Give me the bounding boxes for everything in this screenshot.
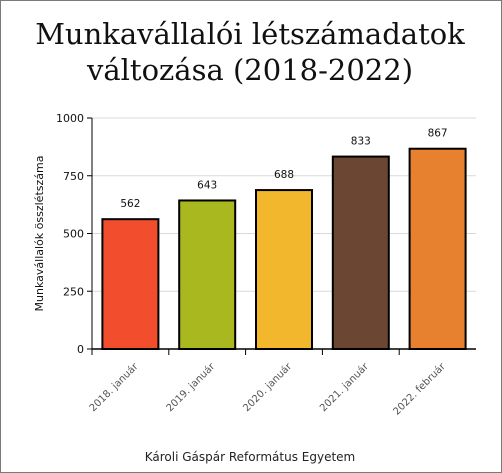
bar-0 (101, 218, 160, 350)
y-tick-label-3: 750 (63, 170, 84, 183)
x-tick-label-1: 2019. január (164, 360, 218, 414)
bar-4 (408, 147, 467, 350)
bar-value-label-1: 643 (197, 179, 217, 191)
bar-value-label-3: 833 (351, 136, 371, 148)
x-tick-label-4: 2022. február (391, 360, 449, 418)
x-tick-label-3: 2021. január (317, 360, 371, 414)
axes (87, 117, 476, 355)
bar-1 (178, 199, 237, 350)
bar-3 (331, 155, 390, 350)
x-tick-label-0: 2018. január (87, 360, 141, 414)
bar-value-label-0: 562 (120, 198, 140, 210)
source-caption: Károli Gáspár Református Egyetem (144, 450, 356, 464)
y-tick-label-0: 0 (77, 343, 84, 356)
y-tick-label-2: 500 (63, 228, 84, 241)
chart-title-line-2: változása (2018-2022) (86, 53, 414, 87)
chart-title-line-1: Munkavállalói létszámadatok (35, 17, 465, 51)
y-axis-label: Munkavállalók összlétszáma (33, 156, 46, 312)
bar-2 (255, 189, 313, 350)
chart-title: Munkavállalói létszámadatok változása (2… (0, 16, 500, 88)
x-tick-label-2: 2020. január (241, 360, 295, 414)
y-tick-label-1: 250 (63, 285, 84, 298)
y-tick-label-4: 1000 (56, 112, 84, 125)
bar-value-label-2: 688 (274, 169, 294, 181)
bar-value-label-4: 867 (428, 128, 448, 140)
